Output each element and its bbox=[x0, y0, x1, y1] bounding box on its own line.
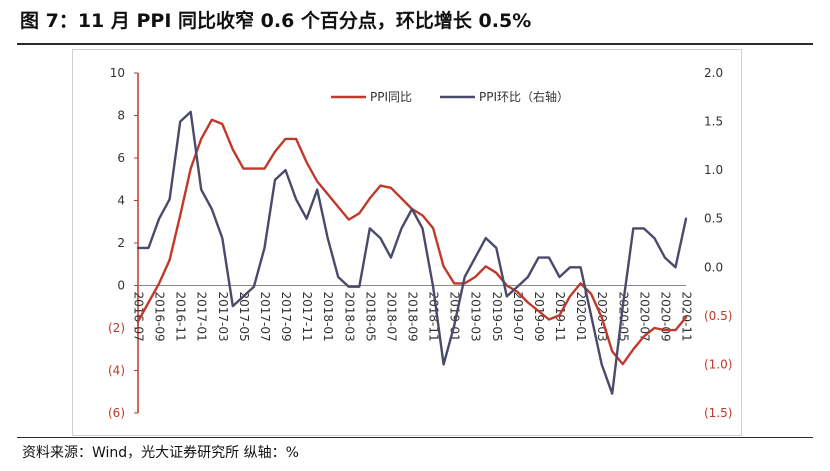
x-tick-label: 2017-09 bbox=[279, 292, 293, 342]
x-tick-label: 2019-07 bbox=[511, 292, 525, 342]
x-tick-label: 2018-03 bbox=[342, 292, 356, 342]
legend: PPI同比 PPI环比（右轴） bbox=[331, 89, 569, 104]
x-tick-label: 2018-09 bbox=[406, 292, 420, 342]
legend-label-yoy: PPI同比 bbox=[370, 90, 412, 104]
x-tick-label: 2019-03 bbox=[469, 292, 483, 342]
x-tick-label: 2019-11 bbox=[553, 292, 567, 342]
left-tick-label: 2 bbox=[117, 236, 125, 250]
x-tick-label: 2016-07 bbox=[132, 292, 146, 342]
right-tick-label: 0.0 bbox=[704, 260, 723, 274]
right-tick-label: (1.5) bbox=[704, 406, 732, 420]
x-tick-label: 2017-03 bbox=[216, 292, 230, 342]
x-tick-label: 2016-09 bbox=[153, 292, 167, 342]
series-layer bbox=[136, 110, 688, 395]
page-title: 图 7：11 月 PPI 同比收窄 0.6 个百分点，环比增长 0.5% bbox=[20, 10, 532, 32]
right-tick-label: 1.0 bbox=[704, 163, 723, 177]
source-note: 资料来源：Wind，光大证券研究所 纵轴：% bbox=[22, 445, 299, 461]
x-tick-label: 2017-05 bbox=[237, 292, 251, 342]
series-line-mom bbox=[136, 110, 688, 395]
x-tick-label: 2020-07 bbox=[637, 292, 651, 342]
left-tick-label: 8 bbox=[117, 109, 125, 123]
right-tick-label: 0.5 bbox=[704, 212, 723, 226]
axes-layer: 10 8 6 4 2 0 (2) (4) (6) 2.0 1.5 1.0 0.5 0.0 (0.5) (1.0… bbox=[108, 66, 732, 420]
title-divider bbox=[17, 43, 813, 45]
x-tick-label: 2018-07 bbox=[384, 292, 398, 342]
left-tick-label: (2) bbox=[108, 321, 125, 335]
footer-divider bbox=[17, 437, 813, 438]
x-tick-label: 2020-01 bbox=[574, 292, 588, 342]
x-tick-label: 2016-11 bbox=[174, 292, 188, 342]
right-tick-label: (0.5) bbox=[704, 309, 732, 323]
x-tick-label: 2017-11 bbox=[300, 292, 314, 342]
x-tick-label: 2017-01 bbox=[195, 292, 209, 342]
left-tick-label: 10 bbox=[110, 66, 125, 80]
left-tick-label: 0 bbox=[117, 279, 125, 293]
right-tick-label: (1.0) bbox=[704, 357, 732, 371]
x-tick-label: 2018-01 bbox=[321, 292, 335, 342]
right-tick-label: 2.0 bbox=[704, 66, 723, 80]
left-tick-label: 4 bbox=[117, 194, 125, 208]
left-tick-label: (6) bbox=[108, 406, 125, 420]
left-tick-label: (4) bbox=[108, 364, 125, 378]
x-tick-label: 2019-05 bbox=[490, 292, 504, 342]
x-tick-label: 2017-07 bbox=[258, 292, 272, 342]
x-tick-label: 2018-11 bbox=[427, 292, 441, 342]
chart-frame bbox=[72, 49, 742, 436]
legend-label-mom: PPI环比（右轴） bbox=[479, 89, 569, 104]
right-tick-label: 1.5 bbox=[704, 115, 723, 129]
left-tick-label: 6 bbox=[117, 151, 125, 165]
x-tick-label: 2019-09 bbox=[532, 292, 546, 342]
x-tick-label: 2018-05 bbox=[363, 292, 377, 342]
x-tick-label: 2020-09 bbox=[658, 292, 672, 342]
